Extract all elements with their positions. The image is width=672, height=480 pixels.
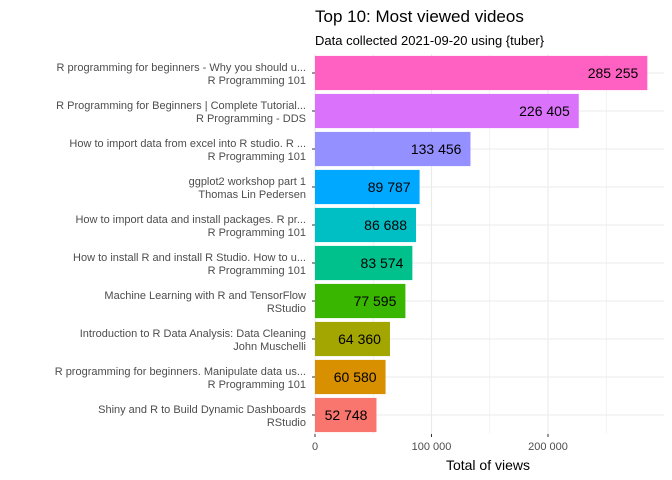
y-tick-label-channel: RStudio xyxy=(267,303,306,315)
y-tick-label-channel: RStudio xyxy=(267,417,306,429)
bar-value-label: 60 580 xyxy=(334,369,377,385)
bar xyxy=(315,397,377,433)
y-tick-label-title: Introduction to R Data Analysis: Data Cl… xyxy=(80,328,306,340)
bar xyxy=(315,321,390,357)
x-tick-label: 100 000 xyxy=(412,441,452,453)
y-tick-label-channel: R Programming 101 xyxy=(208,379,306,391)
y-axis-labels: R programming for beginners - Why you sh… xyxy=(55,62,315,429)
y-tick-label-channel: R Programming 101 xyxy=(208,151,306,163)
y-tick-label-title: How to install R and install R Studio. H… xyxy=(73,252,306,264)
y-tick-label-title: Machine Learning with R and TensorFlow xyxy=(104,290,306,302)
y-tick-label-title: R programming for beginners - Why you sh… xyxy=(57,62,306,74)
x-tick-label: 200 000 xyxy=(528,441,568,453)
chart-title: Top 10: Most viewed videos xyxy=(315,7,524,26)
bars: 285 255 226 405 133 456 89 787 86 688 83 574 7… xyxy=(315,55,648,433)
y-tick-label-title: How to import data from excel into R stu… xyxy=(69,138,306,150)
y-tick-label-channel: R Programming 101 xyxy=(208,227,306,239)
bar-value-label: 64 360 xyxy=(338,331,381,347)
bar xyxy=(315,245,413,281)
bar xyxy=(315,55,648,91)
bar xyxy=(315,283,406,319)
bar xyxy=(315,169,420,205)
bar-value-label: 83 574 xyxy=(361,255,404,271)
bar-value-label: 226 405 xyxy=(519,103,570,119)
bar-value-label: 52 748 xyxy=(325,407,368,423)
bar xyxy=(315,207,416,243)
bar xyxy=(315,93,579,129)
y-tick-label-channel: R Programming 101 xyxy=(208,265,306,277)
y-tick-label-title: R Programming for Beginners | Complete T… xyxy=(56,100,306,112)
bar xyxy=(315,359,386,395)
x-axis-label: Total of views xyxy=(446,457,530,473)
y-tick-label-title: ggplot2 workshop part 1 xyxy=(189,176,306,188)
y-tick-label-title: How to import data and install packages.… xyxy=(75,214,306,226)
x-tick-label: 0 xyxy=(312,441,318,453)
y-tick-label-channel: R Programming 101 xyxy=(208,75,306,87)
y-tick-label-channel: R Programming - DDS xyxy=(196,113,306,125)
y-tick-label-title: R programming for beginners. Manipulate … xyxy=(55,366,306,378)
bar-value-label: 89 787 xyxy=(368,179,411,195)
bar-value-label: 285 255 xyxy=(588,65,639,81)
x-axis: 0 100 000 200 000 xyxy=(312,434,568,453)
bar xyxy=(315,131,471,167)
bar-value-label: 77 595 xyxy=(354,293,397,309)
bar-value-label: 86 688 xyxy=(364,217,407,233)
chart-subtitle: Data collected 2021-09-20 using {tuber} xyxy=(315,33,545,48)
y-tick-label-channel: John Muschelli xyxy=(233,341,306,353)
y-tick-label-channel: Thomas Lin Pedersen xyxy=(198,189,306,201)
bar-value-label: 133 456 xyxy=(411,141,462,157)
y-tick-label-title: Shiny and R to Build Dynamic Dashboards xyxy=(98,404,306,416)
